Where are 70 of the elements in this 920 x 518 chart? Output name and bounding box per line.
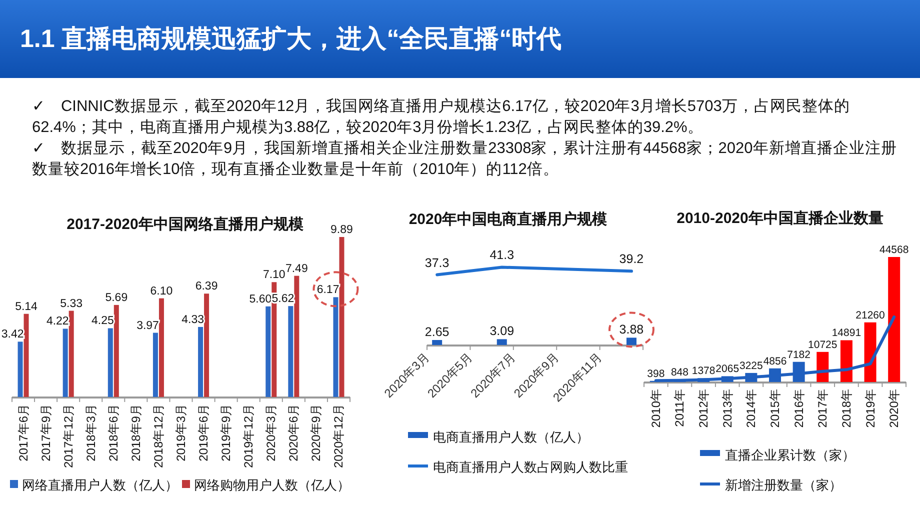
- data-label: 5.14: [15, 300, 38, 313]
- x-tick-label: 2013年: [720, 389, 734, 428]
- data-label: 2065: [716, 363, 740, 376]
- x-tick-label: 2020年: [887, 389, 902, 428]
- data-label: 41.3: [490, 248, 514, 262]
- data-label: 5.60: [249, 293, 272, 306]
- data-label: 6.10: [150, 285, 173, 298]
- x-tick-label: 2019年3月: [174, 404, 188, 462]
- x-tick-label: 2019年12月: [242, 404, 256, 468]
- data-label: 14891: [832, 327, 862, 340]
- x-tick-label: 2010年: [648, 389, 663, 428]
- x-tick-label: 2018年3月: [84, 404, 98, 462]
- text: ✓ CINNIC数据显示，截至2020年12月，我国网络直播用户规模达6.17亿，较2020年3月增长5703万，占网民整体的62.4%；其中，电商直播用户规模为3.88亿，较2020年3月份增长1.23亿，占网民整体的39.2%。: [32, 97, 851, 138]
- x-tick-label: 2017年12月: [61, 404, 76, 468]
- x-tick-label: 2019年6月: [196, 404, 211, 462]
- data-label: 398: [647, 368, 665, 380]
- x-tick-label: 2015年: [768, 389, 782, 428]
- data-label: 7.10: [262, 269, 286, 282]
- text: ✓ 数据显示，截至2020年9月，我国新增直播相关企业注册数量23308家，累计注册有44568家；2020年新增直播企业注册数量较2016年增长10倍，现有直播企业数量是十年前（2010年）的112倍。: [32, 139, 898, 180]
- x-tick-label: 2012年: [696, 389, 711, 428]
- x-tick-label: 2020年3月: [264, 404, 278, 462]
- data-label: 44568: [879, 244, 909, 256]
- x-tick-label: 2020年12月: [332, 404, 346, 468]
- data-label: 848: [670, 366, 689, 379]
- legend-label: 网络直播用户人数（亿人）: [22, 478, 178, 492]
- data-label: 2.65: [424, 325, 450, 340]
- data-label: 3.42: [1, 328, 24, 341]
- data-label: 7.49: [285, 262, 308, 275]
- legend-label: 电商直播用户人数占网购人数比重: [433, 460, 628, 474]
- legend-label: 电商直播用户人数（亿人）: [433, 430, 589, 444]
- legend-label: 新增注册数量（家）: [725, 478, 842, 492]
- x-tick-label: 2020年6月: [286, 404, 301, 462]
- x-tick-label: 2016年: [792, 389, 806, 428]
- data-label: 3.97: [136, 320, 159, 332]
- data-label: 39.2: [619, 252, 644, 266]
- data-label: 37.3: [424, 256, 450, 270]
- data-label: 7182: [787, 348, 811, 361]
- data-label: 4.25: [92, 315, 114, 328]
- x-tick-label: 2018年12月: [151, 404, 166, 468]
- x-tick-label: 2018年6月: [106, 404, 120, 462]
- x-tick-label: 2017年6月: [16, 404, 30, 462]
- data-label: 4.33: [182, 314, 204, 326]
- x-tick-label: 2019年9月: [219, 404, 234, 462]
- x-tick-label: 2014年: [744, 389, 758, 428]
- data-label: 10725: [808, 338, 838, 351]
- data-label: 4856: [763, 355, 787, 368]
- data-label: 3.09: [490, 324, 514, 338]
- x-tick-label: 2017年9月: [38, 404, 53, 462]
- data-label: 1378: [692, 365, 716, 378]
- x-tick-label: 2019年: [863, 389, 878, 428]
- data-label: 9.89: [330, 224, 353, 236]
- x-tick-label: 2011年: [672, 389, 687, 427]
- x-tick-label: 2018年9月: [128, 404, 143, 462]
- data-label: 6.39: [195, 280, 218, 293]
- x-tick-label: 2018年: [839, 389, 854, 428]
- data-label: 5.69: [105, 292, 128, 304]
- data-label: 5.33: [60, 298, 83, 310]
- legend-label: 网络购物用户人数（亿人）: [194, 478, 350, 492]
- chart-title: 2010-2020年中国直播企业数量: [676, 210, 884, 227]
- legend-label: 直播企业累计数（家）: [725, 448, 855, 462]
- chart-title: 2017-2020年中国网络直播用户规模: [66, 215, 304, 233]
- data-label: 3225: [740, 360, 764, 372]
- data-label: 21260: [856, 309, 886, 322]
- data-label: 3.88: [619, 322, 644, 337]
- data-label: 6.17: [316, 284, 340, 296]
- text: 1.1 直播电商规模迅猛扩大，进入“全民直播“时代: [20, 24, 562, 55]
- x-tick-label: 2017年: [816, 389, 830, 428]
- x-tick-label: 2020年9月: [309, 404, 324, 462]
- chart-title: 2020年中国电商直播用户规模: [408, 210, 608, 228]
- data-label: 4.22: [46, 316, 69, 328]
